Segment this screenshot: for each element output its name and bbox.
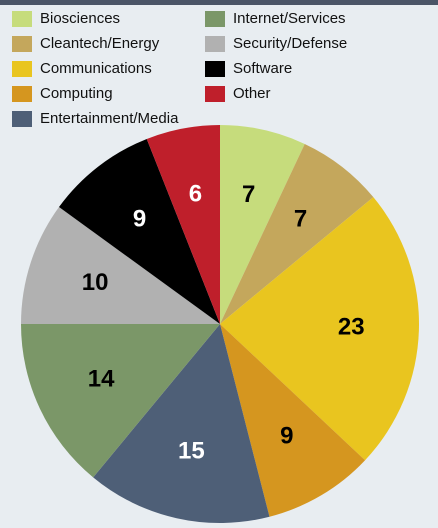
slice-label: 15 (178, 438, 205, 465)
legend-swatch (12, 111, 32, 127)
pie-slice (220, 324, 366, 517)
legend-label: Entertainment/Media (40, 110, 179, 127)
legend-swatch (12, 86, 32, 102)
legend-label: Biosciences (40, 10, 120, 27)
pie-slice (21, 324, 220, 478)
slice-label: 14 (88, 365, 115, 392)
legend-swatch (205, 61, 225, 77)
slice-label: 9 (280, 422, 293, 449)
legend-swatch (205, 11, 225, 27)
top-bar (0, 0, 438, 5)
pie-slice (21, 207, 220, 324)
pie-slice (59, 138, 221, 324)
pie-slice (220, 125, 305, 324)
pie-slice (220, 143, 374, 324)
legend-label: Computing (40, 85, 113, 102)
slice-label: 6 (189, 180, 202, 207)
legend-swatch (205, 86, 225, 102)
legend-label: Security/Defense (233, 35, 347, 52)
slice-label: 23 (338, 313, 365, 340)
slice-label: 7 (242, 181, 255, 208)
legend-swatch (12, 36, 32, 52)
legend-swatch (205, 36, 225, 52)
slice-label: 10 (82, 269, 109, 296)
legend-swatch (12, 61, 32, 77)
legend-label: Cleantech/Energy (40, 35, 160, 52)
legend-label: Other (233, 85, 271, 102)
slice-label: 7 (294, 206, 307, 233)
slice-label: 9 (133, 206, 146, 233)
legend-swatch (12, 11, 32, 27)
pie-slice (146, 125, 220, 324)
legend-label: Internet/Services (233, 10, 346, 27)
legend-label: Software (233, 60, 292, 77)
pie-slice (93, 324, 270, 523)
pie-slice (220, 197, 419, 461)
legend-label: Communications (40, 60, 152, 77)
